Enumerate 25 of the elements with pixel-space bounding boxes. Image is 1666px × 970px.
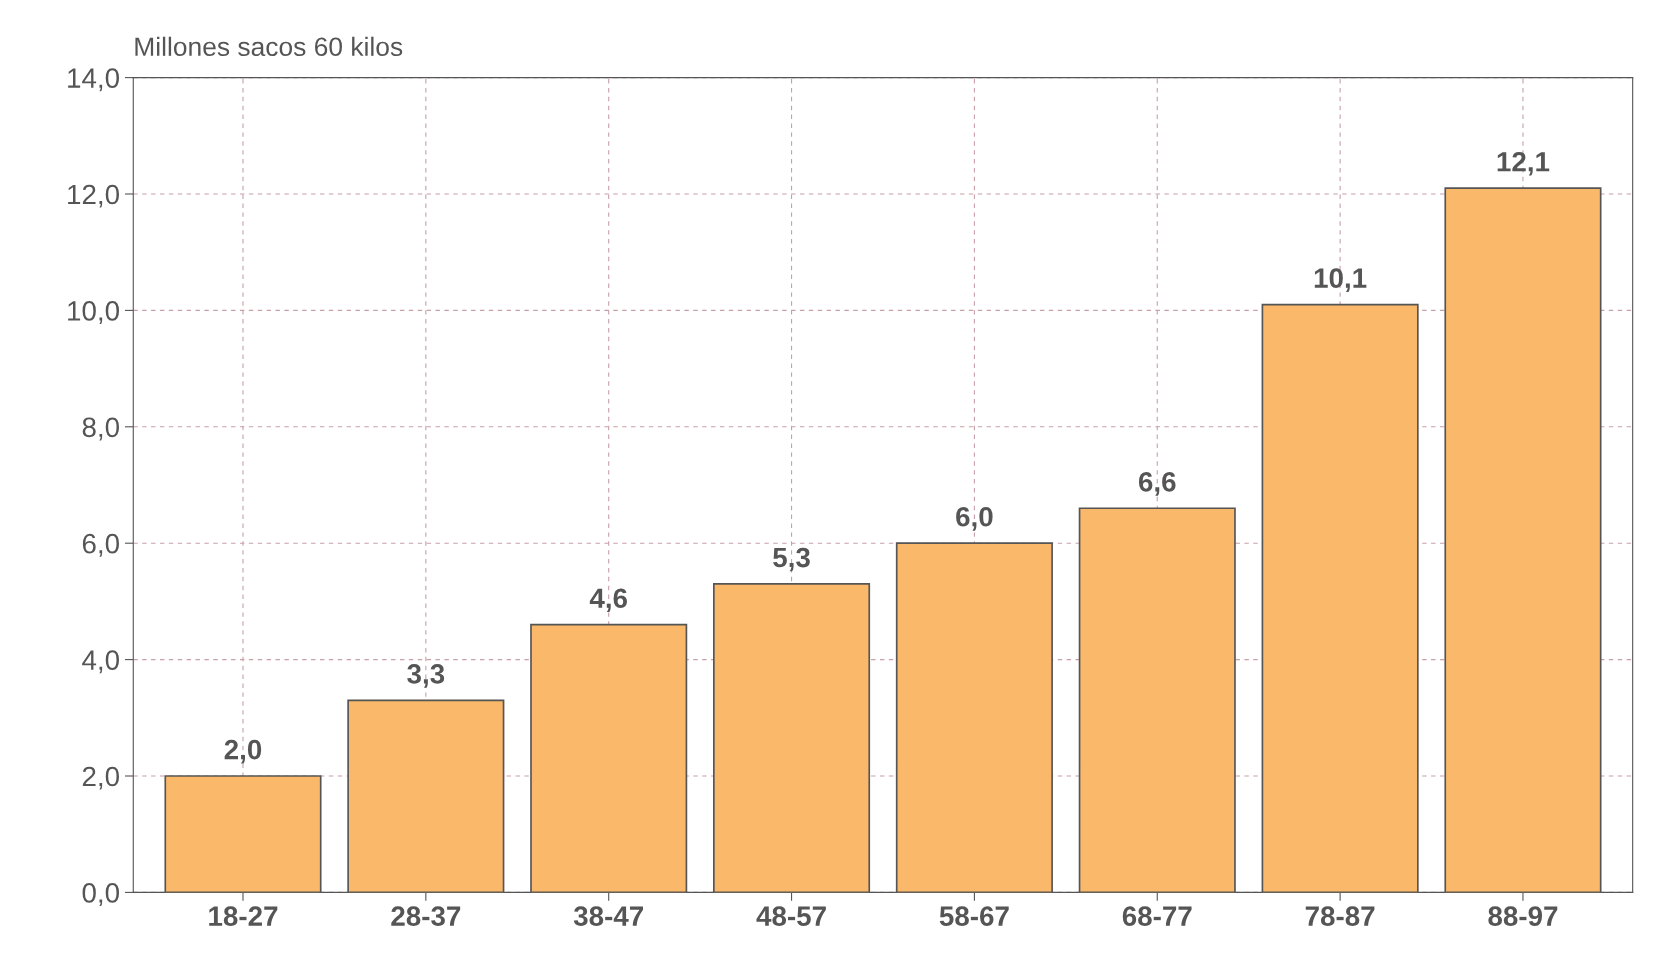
x-tick-label: 28-37 bbox=[391, 906, 461, 927]
x-tick-label: 18-27 bbox=[209, 906, 278, 926]
data-label: 12,1 bbox=[1497, 151, 1550, 176]
x-tick-label: 78-87 bbox=[1305, 906, 1375, 926]
x-tick-label: 88-97 bbox=[1488, 906, 1558, 926]
data-label: 3,3 bbox=[407, 664, 445, 688]
data-label: 6,6 bbox=[1138, 472, 1176, 496]
data-label: 6,0 bbox=[956, 506, 993, 531]
data-label: 5,3 bbox=[773, 547, 810, 572]
data-label: 10,1 bbox=[1314, 268, 1367, 293]
data-label: 2,0 bbox=[224, 739, 262, 764]
y-tick-label: 8,0 bbox=[82, 417, 119, 441]
y-tick-label: 14,0 bbox=[68, 68, 119, 92]
x-tick-label: 68-77 bbox=[1122, 906, 1192, 926]
y-tick-label: 6,0 bbox=[82, 533, 119, 557]
y-tick-label: 2,0 bbox=[82, 766, 119, 790]
data-label: 4,6 bbox=[589, 588, 627, 613]
y-axis-title: Millones sacos 60 kilos bbox=[135, 36, 403, 57]
y-tick-label: 0,0 bbox=[82, 883, 119, 907]
y-tick-label: 4,0 bbox=[82, 650, 119, 674]
y-tick-label: 10,0 bbox=[68, 301, 119, 325]
y-tick-label: 12,0 bbox=[68, 184, 119, 208]
x-tick-label: 38-47 bbox=[573, 906, 643, 927]
x-tick-label: 48-57 bbox=[756, 906, 826, 926]
x-tick-label: 58-67 bbox=[939, 906, 1009, 926]
